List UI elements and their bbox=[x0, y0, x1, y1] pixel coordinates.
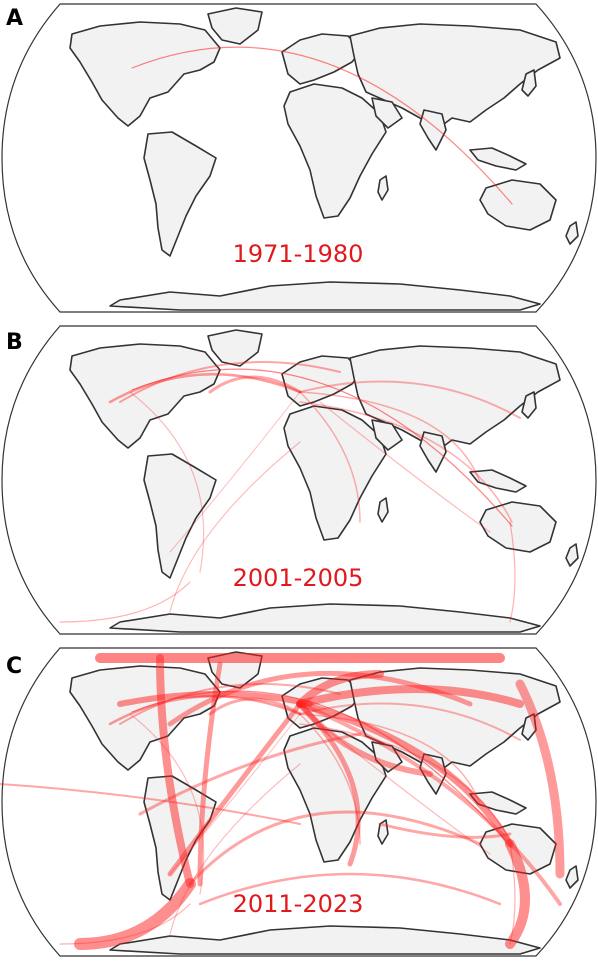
route-line bbox=[119, 361, 341, 403]
route-line bbox=[208, 375, 302, 394]
map-b: 2001-2005 bbox=[1, 325, 597, 635]
route-line bbox=[297, 701, 433, 777]
route-line bbox=[59, 581, 191, 623]
map-a: 1971-1980 bbox=[1, 3, 597, 313]
route-line bbox=[167, 670, 473, 727]
route-line bbox=[169, 391, 301, 553]
landmass-africa bbox=[283, 727, 387, 863]
world-basemap-a bbox=[1, 3, 597, 313]
route-line bbox=[108, 373, 302, 404]
landmass-madagascar bbox=[377, 819, 389, 845]
world-basemap-b bbox=[1, 325, 597, 635]
panel-b: B 2001-2005 bbox=[0, 322, 598, 642]
route-line bbox=[299, 401, 513, 523]
landmass-north-america bbox=[69, 21, 221, 127]
route-line bbox=[378, 822, 512, 839]
route-line bbox=[509, 521, 516, 623]
route-line bbox=[198, 872, 502, 906]
routes-c bbox=[0, 653, 565, 950]
landmass-asia bbox=[349, 345, 561, 453]
route-line bbox=[169, 763, 301, 935]
route-line bbox=[0, 783, 301, 825]
landmass-africa bbox=[283, 83, 387, 219]
route-line bbox=[299, 391, 361, 523]
route-line bbox=[129, 713, 205, 895]
landmass-arabia bbox=[371, 741, 403, 773]
route-line bbox=[515, 679, 565, 879]
landmass-japan bbox=[521, 69, 537, 97]
panel-a: A 1971-1980 bbox=[0, 0, 598, 320]
landmass-new-zealand bbox=[565, 221, 579, 245]
route-line bbox=[296, 670, 384, 708]
route-line bbox=[167, 701, 303, 877]
route-line bbox=[129, 391, 205, 573]
landmass-antarctica bbox=[109, 281, 541, 311]
landmass-north-america bbox=[69, 665, 221, 771]
route-line bbox=[188, 810, 482, 886]
route-line bbox=[319, 401, 491, 533]
route-line bbox=[298, 702, 562, 906]
period-label-a: 1971-1980 bbox=[233, 240, 364, 268]
route-line bbox=[131, 46, 513, 205]
route-line bbox=[505, 839, 530, 949]
route-line bbox=[117, 691, 313, 707]
landmass-africa bbox=[283, 405, 387, 541]
landmass-asia bbox=[349, 23, 561, 131]
route-line bbox=[296, 685, 524, 708]
route-line bbox=[119, 683, 341, 725]
landmass-australia bbox=[479, 823, 557, 875]
landmass-japan bbox=[521, 391, 537, 419]
route-line bbox=[208, 697, 302, 716]
landmass-new-zealand bbox=[565, 543, 579, 567]
landmass-europe bbox=[281, 355, 363, 407]
route-line bbox=[296, 700, 514, 848]
route-line bbox=[156, 654, 194, 888]
route-line bbox=[299, 380, 521, 419]
landmass-new-zealand bbox=[565, 865, 579, 889]
landmass-south-america bbox=[143, 453, 217, 579]
landmass-se-asia-islands bbox=[469, 147, 527, 171]
period-label-b: 2001-2005 bbox=[233, 564, 364, 592]
landmass-australia bbox=[479, 501, 557, 553]
landmass-north-america bbox=[69, 343, 221, 449]
route-line bbox=[297, 701, 361, 867]
landmass-arabia bbox=[371, 97, 403, 129]
landmass-se-asia-islands bbox=[469, 469, 527, 493]
route-line bbox=[169, 441, 301, 613]
panel-letter-a: A bbox=[6, 6, 24, 31]
landmass-madagascar bbox=[377, 175, 389, 201]
route-line bbox=[299, 391, 481, 483]
route-line bbox=[299, 713, 361, 845]
route-line bbox=[319, 723, 491, 855]
landmass-europe bbox=[281, 33, 363, 85]
panel-letter-b: B bbox=[6, 330, 23, 355]
landmass-madagascar bbox=[377, 497, 389, 523]
routes-a bbox=[131, 46, 513, 205]
routes-b bbox=[59, 361, 521, 623]
period-label-c: 2011-2023 bbox=[233, 890, 364, 918]
route-line bbox=[299, 702, 521, 741]
route-line bbox=[74, 878, 196, 950]
route-line bbox=[131, 368, 513, 527]
route-line bbox=[138, 732, 362, 816]
landmass-antarctica bbox=[109, 603, 541, 633]
landmass-south-america bbox=[143, 131, 217, 257]
panel-c: C 2011-2023 bbox=[0, 644, 598, 964]
landmass-arabia bbox=[371, 419, 403, 451]
landmass-greenland bbox=[207, 7, 263, 45]
panel-letter-c: C bbox=[6, 654, 23, 679]
landmass-greenland bbox=[207, 329, 263, 367]
map-c: 2011-2023 bbox=[0, 647, 597, 957]
landmass-japan bbox=[521, 713, 537, 741]
landmass-australia bbox=[479, 179, 557, 231]
